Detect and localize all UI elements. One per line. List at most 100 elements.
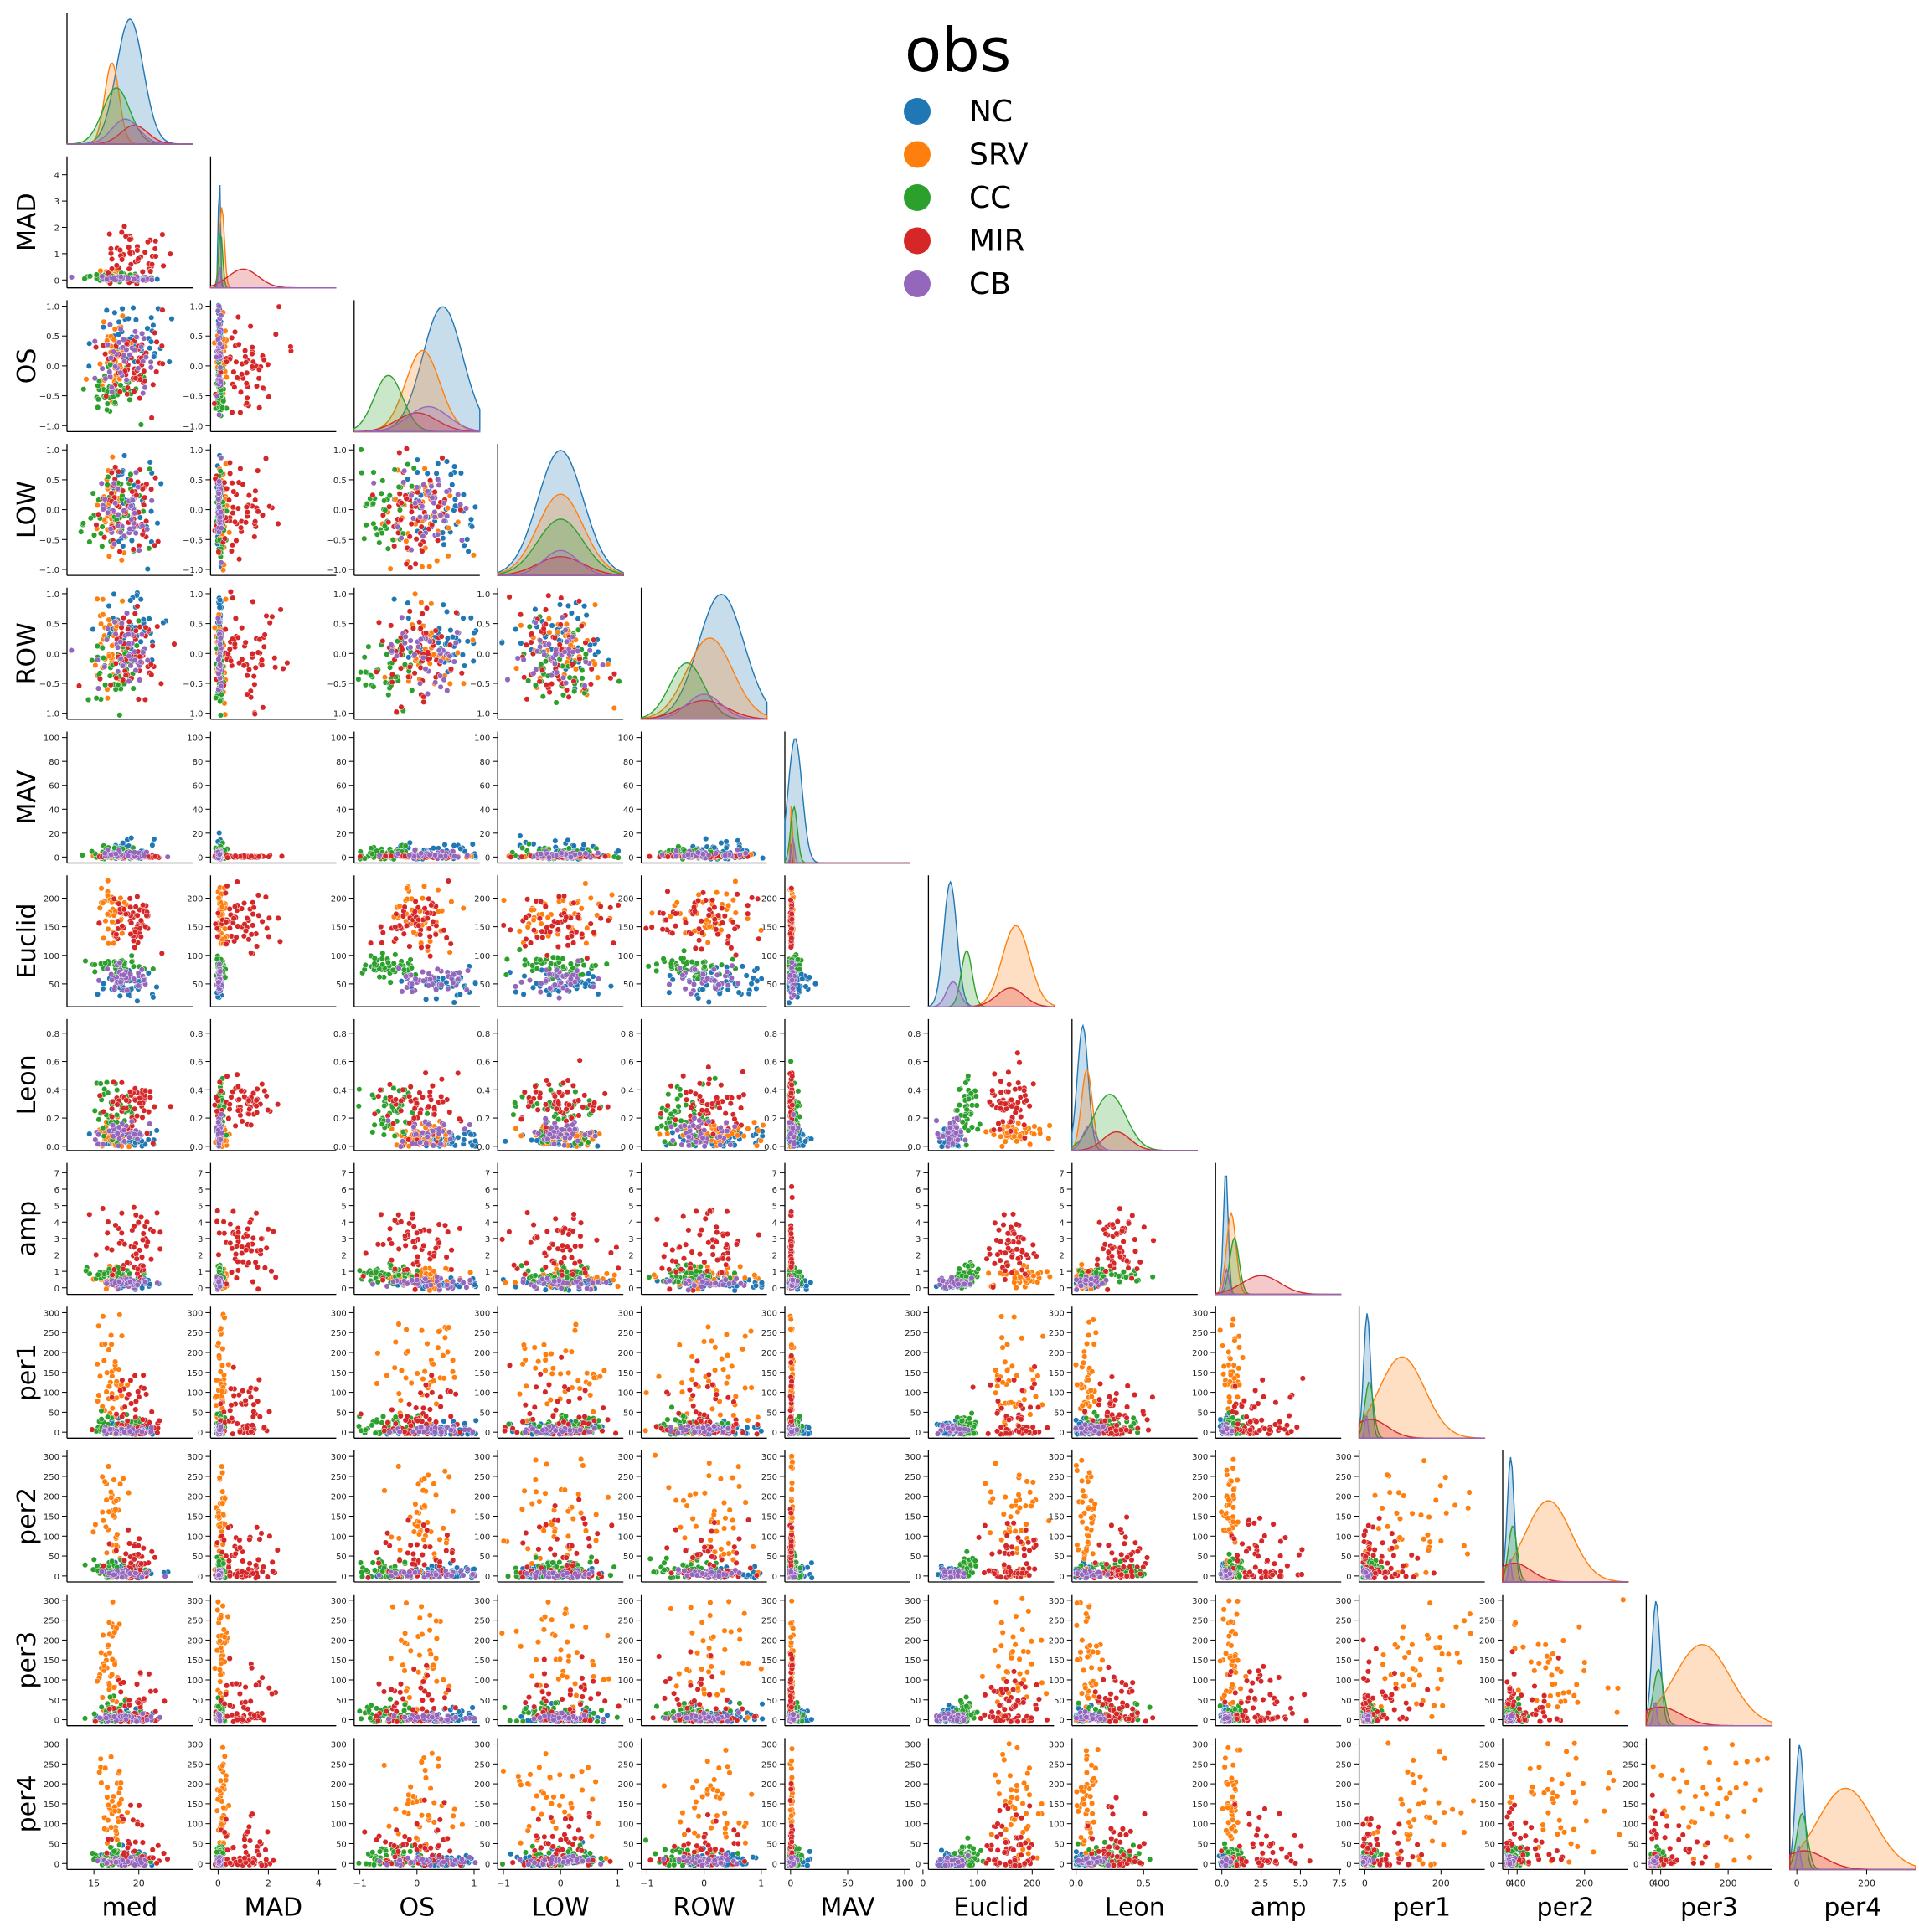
point-Euclid-LOW-mir bbox=[523, 935, 529, 943]
y-tick-label: 100 bbox=[187, 734, 203, 744]
point-Euclid-ROW-cc bbox=[694, 976, 701, 982]
point-LOW-OS-cb bbox=[435, 476, 441, 482]
point-LOW-med-mir bbox=[108, 490, 115, 497]
point-LOW-OS-srv bbox=[470, 552, 477, 559]
point-LOW-OS-nc bbox=[457, 470, 464, 477]
point-OS-med-cb bbox=[102, 375, 109, 382]
point-ROW-LOW-cb bbox=[520, 657, 527, 663]
point-MAD-med-mir bbox=[109, 255, 116, 262]
point-ROW-LOW-mir bbox=[542, 606, 549, 613]
point-MAD-med-cb bbox=[125, 275, 132, 282]
point-ROW-OS-cc bbox=[370, 683, 377, 690]
point-LOW-OS-nc bbox=[460, 492, 467, 498]
point-ROW-med-cb bbox=[140, 649, 147, 656]
point-ROW-MAD-cb bbox=[217, 641, 224, 647]
point-LOW-OS-cc bbox=[372, 525, 379, 532]
point-LOW-MAD-srv bbox=[219, 567, 227, 574]
point-OS-med-cc bbox=[126, 396, 133, 403]
point-LOW-med-cb bbox=[105, 509, 111, 516]
point-OS-med-cb bbox=[142, 353, 149, 361]
point-ROW-OS-cb bbox=[425, 690, 431, 698]
point-OS-med-cc bbox=[117, 382, 124, 389]
point-ROW-LOW-mir bbox=[539, 667, 546, 673]
point-ROW-OS-mir bbox=[416, 619, 423, 626]
point-OS-med-nc bbox=[147, 338, 155, 345]
point-Euclid-med-cc bbox=[150, 966, 157, 972]
point-ROW-LOW-srv bbox=[513, 665, 520, 672]
point-ROW-OS-nc bbox=[459, 652, 466, 658]
point-Euclid-LOW-mir bbox=[523, 914, 529, 921]
point-Euclid-med-srv bbox=[109, 919, 116, 925]
kde-med-cb bbox=[67, 118, 193, 145]
point-OS-med-cb bbox=[139, 330, 146, 337]
point-ROW-med-mir bbox=[126, 618, 132, 625]
point-ROW-OS-mir bbox=[417, 664, 424, 671]
point-LOW-MAD-mir bbox=[231, 518, 239, 525]
point-Euclid-LOW-cb bbox=[575, 957, 581, 964]
point-LOW-OS-cc bbox=[395, 483, 402, 491]
point-LOW-med-cc bbox=[127, 471, 134, 477]
point-ROW-MAD-mir bbox=[227, 589, 234, 595]
point-ROW-LOW-mir bbox=[578, 622, 585, 629]
point-ROW-OS-cc bbox=[362, 682, 369, 688]
point-OS-MAD-srv bbox=[223, 374, 230, 380]
point-LOW-OS-mir bbox=[395, 529, 402, 536]
point-MAV-med-cb bbox=[101, 850, 108, 857]
point-ROW-LOW-mir bbox=[524, 696, 530, 703]
y-tick-label: 3 bbox=[54, 198, 59, 207]
point-Euclid-LOW-srv bbox=[500, 897, 508, 904]
point-ROW-MAD-cb bbox=[217, 635, 224, 641]
point-ROW-LOW-cb bbox=[537, 637, 544, 644]
panel-ROW-vs-OS: −1.0−0.50.00.51.0 bbox=[327, 587, 480, 720]
point-MAV-OS-cb bbox=[431, 852, 438, 858]
point-LOW-OS-mir bbox=[412, 560, 419, 567]
kde-MAV-nc bbox=[784, 738, 910, 864]
point-LOW-OS-nc bbox=[424, 470, 431, 477]
point-LOW-OS-nc bbox=[449, 482, 456, 488]
y-tick-label: 2 bbox=[54, 224, 59, 233]
point-ROW-LOW-mir bbox=[506, 594, 513, 600]
point-ROW-OS-cb bbox=[417, 636, 424, 643]
point-OS-med-cb bbox=[126, 352, 133, 358]
point-OS-med-cb bbox=[140, 389, 147, 397]
point-Euclid-ROW-cb bbox=[690, 981, 698, 987]
y-tick-label: 50 bbox=[193, 981, 204, 990]
point-LOW-OS-cc bbox=[389, 537, 396, 544]
point-LOW-MAD-mir bbox=[230, 488, 237, 495]
point-Euclid-med-mir bbox=[142, 924, 149, 930]
point-ROW-LOW-mir bbox=[569, 661, 575, 667]
point-OS-med-cb bbox=[123, 377, 130, 384]
point-ROW-med-mir bbox=[137, 624, 143, 631]
point-ROW-LOW-cb bbox=[562, 626, 569, 633]
point-LOW-MAD-mir bbox=[238, 524, 245, 531]
point-ROW-OS-cb bbox=[444, 688, 451, 694]
point-Euclid-med-srv bbox=[111, 912, 117, 919]
point-ROW-med-cb bbox=[117, 655, 124, 662]
point-ROW-OS-mir bbox=[389, 671, 395, 678]
y-tick-label: 200 bbox=[474, 895, 490, 904]
point-OS-MAD-cb bbox=[214, 393, 220, 399]
point-OS-med-nc bbox=[168, 316, 175, 322]
point-ROW-LOW-cb bbox=[563, 680, 570, 687]
point-Euclid-OS-mir bbox=[432, 931, 439, 938]
point-MAV-ROW-nc bbox=[723, 844, 730, 851]
point-Euclid-ROW-cb bbox=[676, 965, 684, 971]
point-ROW-LOW-cb bbox=[561, 648, 568, 655]
y-tick-label: 0.5 bbox=[189, 477, 203, 486]
point-OS-med-cb bbox=[121, 358, 128, 365]
point-ROW-LOW-cb bbox=[559, 614, 565, 621]
point-ROW-med-srv bbox=[104, 695, 111, 702]
point-Euclid-LOW-mir bbox=[591, 929, 597, 935]
panel-ROW-vs-ROW bbox=[640, 587, 768, 720]
point-Euclid-OS-nc bbox=[451, 999, 457, 1006]
point-OS-MAD-cb bbox=[215, 321, 222, 327]
point-Euclid-med-srv bbox=[117, 894, 124, 901]
point-ROW-OS-srv bbox=[381, 674, 389, 681]
point-MAD-med-cb bbox=[131, 276, 137, 283]
point-Euclid-LOW-mir bbox=[568, 933, 575, 940]
point-Euclid-LOW-cc bbox=[567, 961, 574, 967]
point-MAD-med-mir bbox=[113, 262, 120, 269]
point-Euclid-LOW-cb bbox=[546, 971, 553, 977]
